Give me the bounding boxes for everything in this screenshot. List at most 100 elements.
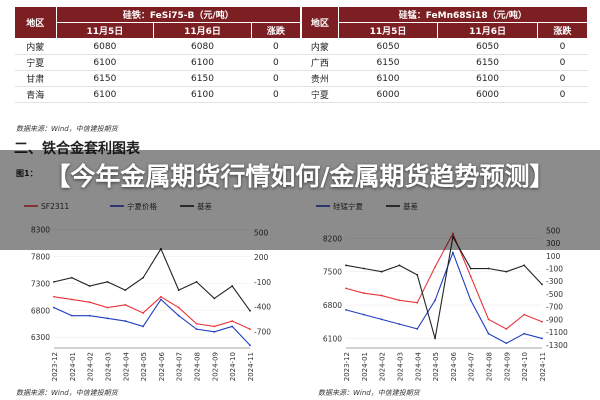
data-point [195,280,198,283]
y-right-tick-label: -100 [254,278,271,287]
cell: 0 [537,70,588,87]
data-point [345,287,347,290]
data-point [362,267,365,270]
cell: 广西 [301,54,339,71]
x-tick-label: 2023-12 [51,352,59,381]
data-point [177,289,180,292]
data-point [452,235,454,238]
y-left-tick-label: 6100 [323,334,342,343]
table-row: 贵州 6100 6100 0 [301,70,588,87]
data-point [213,325,216,328]
cell: 内蒙 [14,38,57,55]
data-point [469,299,472,302]
change-header: 涨跌 [250,22,302,39]
source-note-top: 数据来源：Wind，中信建投期货 [16,125,118,133]
data-point [434,266,436,268]
data-point [53,295,55,298]
table-row: 宁夏 6100 6100 0 [14,54,301,71]
x-tick-label: 2024-11 [247,352,255,381]
data-point [124,320,127,322]
data-point [160,247,162,250]
cell: 宁夏 [301,86,339,103]
data-point [213,330,216,333]
cell: 6100 [56,54,154,71]
date1-header: 11月5日 [55,22,155,39]
change-header: 涨跌 [536,22,589,39]
legend-label: 基差 [197,201,212,211]
x-tick-label: 2023-12 [343,352,351,381]
cell: 0 [251,38,301,55]
data-point [505,342,508,345]
data-point [398,299,401,302]
data-point [213,297,216,300]
x-tick-label: 2024-02 [87,352,95,381]
data-point [416,301,419,304]
data-point [88,301,91,304]
date1-header: 11月5日 [337,22,439,39]
data-point [160,298,162,301]
data-point [523,264,526,267]
y-right-tick-label: -300 [546,277,563,286]
data-point [231,325,234,328]
region-header: 地区 [301,6,339,39]
data-point [345,308,347,311]
cell: 0 [537,54,588,71]
data-point [70,314,73,317]
cell: 0 [537,86,588,103]
x-tick-label: 2024-10 [521,352,529,381]
data-point [142,312,144,314]
table-row: 甘肃 6150 6150 0 [14,70,301,87]
legend-label: 基差 [403,201,418,211]
cell: 6050 [437,38,538,55]
y-right-tick-label: 100 [546,252,561,261]
cell: 青海 [14,86,57,103]
x-tick-label: 2024-02 [379,352,387,381]
cell: 0 [251,70,301,87]
y-left-tick-label: 6300 [31,333,50,342]
y-right-tick-label: -500 [546,290,563,299]
group-header: 硅铁：FeSi75-B（元/吨） [55,6,302,23]
y-right-tick-label: -100 [546,265,563,274]
data-point [505,328,508,330]
data-point [142,276,144,279]
cell: 0 [251,54,301,71]
y-right-tick-label: 500 [546,226,561,235]
data-point [142,325,144,328]
data-point [195,322,198,325]
data-point [398,323,401,326]
x-tick-label: 2024-09 [503,352,511,381]
data-point [53,306,55,309]
y-left-tick-label: 6800 [31,306,50,315]
legend-label: SF2311 [41,202,69,211]
x-tick-label: 2024-08 [486,352,494,381]
y-right-tick-label: -700 [546,303,563,312]
date2-header: 11月6日 [437,22,538,39]
data-point [416,328,419,330]
cell: 甘肃 [14,70,57,87]
y-right-tick-label: -900 [546,315,563,324]
data-point [231,320,234,322]
data-point [106,306,109,309]
source-note-bottom-left: 数据来源：Wind，中信建投期货 [16,389,118,397]
y-left-tick-label: 6800 [323,301,342,310]
data-point [469,275,472,278]
cell: 6000 [437,86,538,103]
cell: 6100 [153,86,252,103]
cell: 6150 [437,54,538,71]
table-row: 广西 6150 6150 0 [301,54,588,71]
table-row: 内蒙 6050 6050 0 [301,38,588,55]
data-point [398,264,401,267]
x-tick-label: 2024-04 [414,351,422,381]
data-point [380,294,383,297]
cell: 0 [537,38,588,55]
chart-1: 6300 6800 7300 7800 8300 -700 -400 -100 200 500 20… [24,201,271,381]
title-overlay [0,150,600,250]
x-tick-label: 2024-03 [104,352,112,381]
data-point [249,328,251,331]
source-note-bottom-right: 数据来源：Wind，中信建投期货 [318,389,420,397]
data-point [53,280,55,283]
y-right-tick-label: 500 [254,228,269,237]
cell: 贵州 [301,70,339,87]
x-tick-label: 2024-09 [211,352,219,381]
cell: 6100 [437,70,538,87]
